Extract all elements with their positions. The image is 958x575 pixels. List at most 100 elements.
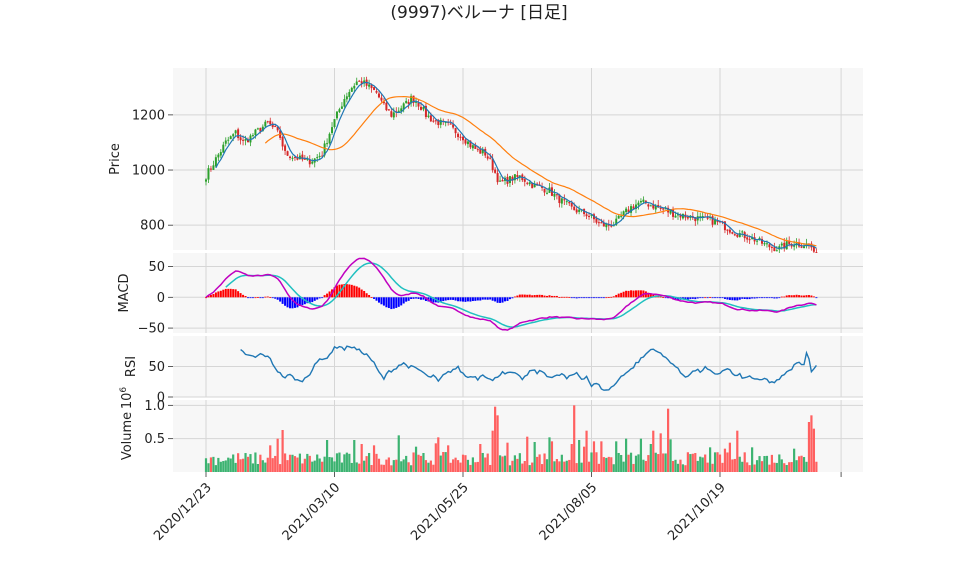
macd-histogram-bar xyxy=(392,297,395,309)
macd-histogram-bar xyxy=(578,297,581,299)
volume-bar xyxy=(279,464,282,472)
volume-bar xyxy=(345,452,348,472)
macd-histogram-bar xyxy=(709,297,712,298)
volume-bar xyxy=(503,455,507,472)
candle-body xyxy=(768,244,771,248)
volume-bar xyxy=(538,454,541,472)
candle-body xyxy=(370,84,373,89)
volume-bar xyxy=(491,430,494,472)
volume-bar xyxy=(736,430,739,472)
candle-body xyxy=(630,206,633,213)
volume-bar xyxy=(696,460,699,472)
volume-bar xyxy=(237,453,240,472)
candle-body xyxy=(620,215,623,217)
macd-histogram-bar xyxy=(583,297,586,299)
candle-body xyxy=(602,222,605,227)
macd-histogram-bar xyxy=(471,297,474,302)
candle-body xyxy=(375,91,378,93)
macd-histogram-bar xyxy=(575,297,578,299)
candle-body xyxy=(274,126,277,128)
candle-body xyxy=(610,225,613,227)
volume-bar xyxy=(303,458,306,472)
macd-histogram-bar xyxy=(348,284,351,298)
volume-bar xyxy=(286,460,289,472)
macd-histogram-bar xyxy=(523,294,526,298)
macd-histogram-bar xyxy=(442,297,445,302)
y-tick-label: 1200 xyxy=(132,108,165,123)
volume-bar xyxy=(392,460,395,472)
candle-body xyxy=(219,152,222,156)
candle-body xyxy=(244,139,247,141)
candle-body xyxy=(368,84,371,87)
candle-body xyxy=(419,106,422,110)
volume-bar xyxy=(390,465,393,472)
volume-bar xyxy=(748,465,751,472)
volume-bar xyxy=(652,430,655,472)
volume-bar xyxy=(370,465,373,472)
macd-histogram-bar xyxy=(568,296,571,298)
volume-bar xyxy=(701,457,704,472)
volume-panel: 1.0 0.5 Volume 106 xyxy=(119,387,863,472)
macd-histogram-bar xyxy=(761,297,764,299)
macd-histogram-bar xyxy=(580,297,583,299)
volume-bar xyxy=(620,454,623,472)
candle-body xyxy=(738,233,741,238)
volume-bar xyxy=(580,462,583,472)
volume-bar xyxy=(293,456,297,472)
candle-body xyxy=(659,207,662,209)
macd-histogram-bar xyxy=(291,297,294,309)
candle-body xyxy=(321,155,324,157)
volume-offset-label: 106 xyxy=(119,387,135,410)
y-tick-label: 50 xyxy=(148,260,165,275)
candle-body xyxy=(217,154,220,158)
volume-bar xyxy=(204,458,208,472)
candle-body xyxy=(701,215,704,217)
candle-body xyxy=(765,243,768,245)
volume-bar xyxy=(219,461,222,472)
volume-bar xyxy=(753,464,756,472)
volume-bar xyxy=(746,462,749,472)
candle-body xyxy=(625,208,628,213)
candle-body xyxy=(434,120,437,122)
volume-bar xyxy=(414,446,418,472)
macd-histogram-bar xyxy=(452,297,455,300)
macd-histogram-bar xyxy=(795,294,798,298)
volume-bar xyxy=(382,464,386,472)
candle-body xyxy=(597,222,600,224)
candle-body xyxy=(506,176,509,184)
macd-histogram-bar xyxy=(254,297,257,299)
macd-histogram-bar xyxy=(793,295,796,298)
y-axis-label: RSI xyxy=(124,356,139,377)
candle-body xyxy=(328,133,331,144)
y-tick-label: 1.0 xyxy=(144,399,165,414)
candle-body xyxy=(733,234,736,236)
macd-histogram-bar xyxy=(249,297,252,299)
candle-body xyxy=(728,229,731,233)
volume-bar xyxy=(521,463,524,472)
candle-body xyxy=(711,216,714,225)
candle-body xyxy=(284,145,287,151)
volume-bar xyxy=(350,462,353,472)
macd-histogram-bar xyxy=(306,297,309,304)
macd-histogram-bar xyxy=(555,295,558,298)
candle-body xyxy=(494,169,497,173)
macd-histogram-bar xyxy=(743,297,746,299)
volume-bar xyxy=(760,461,764,472)
candle-body xyxy=(373,87,376,90)
macd-histogram-bar xyxy=(506,297,509,301)
candle-body xyxy=(622,211,625,216)
volume-bar xyxy=(587,461,591,472)
macd-histogram-bar xyxy=(474,297,477,301)
candle-body xyxy=(350,87,353,92)
volume-bar xyxy=(553,461,556,472)
macd-histogram-bar xyxy=(486,297,489,300)
volume-bar xyxy=(410,465,413,472)
macd-histogram-bar xyxy=(548,295,551,298)
candle-body xyxy=(237,129,240,139)
macd-histogram-bar xyxy=(595,297,598,299)
macd-histogram-bar xyxy=(696,297,699,299)
volume-bar xyxy=(802,457,806,472)
volume-bar xyxy=(758,456,761,472)
volume-bar xyxy=(629,452,633,472)
macd-histogram-bar xyxy=(373,297,376,299)
